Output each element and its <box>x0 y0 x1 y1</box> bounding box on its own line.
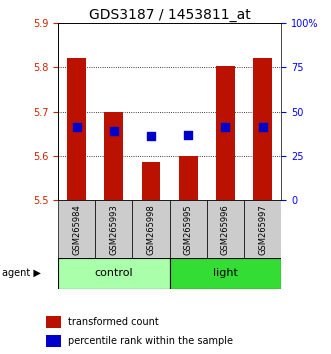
Bar <box>179 156 198 200</box>
Text: GSM265996: GSM265996 <box>221 204 230 255</box>
Text: percentile rank within the sample: percentile rank within the sample <box>68 336 233 346</box>
Bar <box>169 258 281 289</box>
Bar <box>105 112 123 200</box>
Bar <box>58 258 169 289</box>
Bar <box>58 200 95 258</box>
Text: GSM265993: GSM265993 <box>109 204 118 255</box>
Text: GSM265997: GSM265997 <box>258 204 267 255</box>
Text: GSM265998: GSM265998 <box>147 204 156 255</box>
Bar <box>216 66 235 200</box>
Bar <box>46 316 61 328</box>
Bar <box>169 200 207 258</box>
Bar <box>254 58 272 200</box>
Point <box>74 124 79 130</box>
Text: GSM265995: GSM265995 <box>184 204 193 255</box>
Bar <box>95 200 132 258</box>
Point <box>186 132 191 137</box>
Bar <box>142 162 160 200</box>
Title: GDS3187 / 1453811_at: GDS3187 / 1453811_at <box>89 8 251 22</box>
Text: control: control <box>94 268 133 279</box>
Bar <box>132 200 169 258</box>
Bar <box>207 200 244 258</box>
Point <box>111 129 117 134</box>
Text: light: light <box>213 268 238 279</box>
Bar <box>46 335 61 347</box>
Text: agent ▶: agent ▶ <box>2 268 40 279</box>
Point <box>148 133 154 139</box>
Bar <box>244 200 281 258</box>
Point <box>223 124 228 129</box>
Text: transformed count: transformed count <box>68 317 159 327</box>
Text: GSM265984: GSM265984 <box>72 204 81 255</box>
Point <box>260 124 265 130</box>
Bar <box>67 57 86 200</box>
